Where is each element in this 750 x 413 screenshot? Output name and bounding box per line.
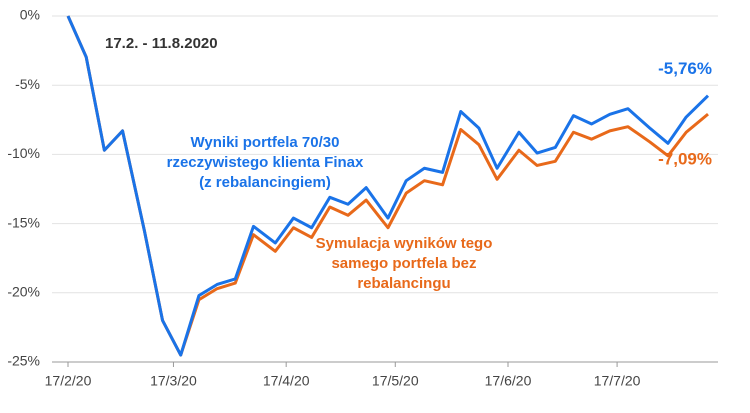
y-tick-label: 0% <box>20 7 40 23</box>
blue-note: Wyniki portfela 70/30 <box>191 134 340 151</box>
period-annotation: 17.2. - 11.8.2020 <box>105 35 218 52</box>
x-tick-label: 17/7/20 <box>594 373 641 389</box>
y-tick-label: -10% <box>7 145 40 161</box>
y-tick-label: -15% <box>7 214 40 230</box>
value-label: -7,09% <box>658 150 712 169</box>
x-tick-label: 17/2/20 <box>45 373 92 389</box>
y-tick-label: -5% <box>15 76 40 92</box>
blue-note: rzeczywistego klienta Finax <box>167 154 364 171</box>
orange-note: rebalancingu <box>357 275 450 292</box>
series-line <box>66 15 709 357</box>
x-tick-label: 17/4/20 <box>263 373 310 389</box>
x-tick-label: 17/3/20 <box>150 373 197 389</box>
orange-note: Symulacja wyników tego <box>316 235 493 252</box>
series-line <box>66 15 710 357</box>
y-tick-label: -25% <box>7 353 40 369</box>
orange-note: samego portfela bez <box>331 255 476 272</box>
x-tick-label: 17/6/20 <box>485 373 532 389</box>
x-tick-label: 17/5/20 <box>372 373 419 389</box>
value-label: -5,76% <box>658 59 712 78</box>
y-tick-label: -20% <box>7 284 40 300</box>
blue-note: (z rebalancingiem) <box>199 174 331 191</box>
